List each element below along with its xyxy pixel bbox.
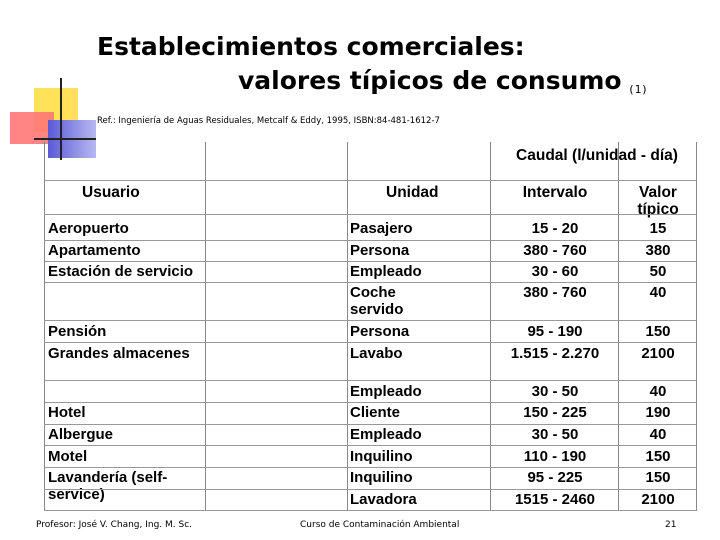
reference-text: Ref.: Ingeniería de Aguas Residuales, Me… (97, 116, 440, 126)
cell-valor: 50 (649, 263, 667, 280)
table-row-divider (44, 467, 696, 468)
slide-title-line2: valores típicos de consumo (238, 66, 622, 95)
cell-intervalo: 110 - 190 (523, 448, 587, 465)
cell-usuario: Pensión (48, 323, 107, 340)
cell-usuario: Grandes almacenes (48, 345, 190, 362)
cell-unidad: Cliente (350, 404, 401, 421)
table-border-left (44, 142, 45, 511)
cell-unidad: Empleado (350, 426, 422, 443)
cell-valor: 40 (649, 383, 667, 400)
table-row-divider (44, 380, 696, 381)
cell-intervalo: 30 - 50 (531, 426, 579, 443)
cell-valor: 15 (649, 220, 667, 237)
table-row-divider (44, 402, 696, 403)
header-caudal: Caudal (l/unidad - día) (516, 147, 678, 164)
table-column-divider (347, 142, 348, 511)
table-row-divider (44, 342, 696, 343)
table-row-divider (44, 510, 696, 511)
cell-usuario: Apartamento (48, 242, 141, 259)
cell-intervalo: 150 - 225 (523, 404, 587, 421)
slide-title-line1: Establecimientos comerciales: (97, 32, 525, 61)
cell-intervalo: 30 - 50 (531, 383, 579, 400)
cell-usuario: Aeropuerto (48, 220, 129, 237)
cell-unidad: Lavabo (350, 345, 403, 362)
cell-valor: 40 (649, 426, 667, 443)
consumption-table: Usuario Unidad Caudal (l/unidad - día) I… (44, 142, 698, 511)
cell-unidad: Persona (350, 323, 410, 340)
cell-unidad: Pasajero (350, 220, 413, 237)
cell-unidad: Inquilino (350, 448, 413, 465)
table-column-divider (205, 142, 206, 511)
cell-valor: 2100 (641, 491, 675, 508)
logo-horizontal-line (34, 138, 96, 140)
cell-intervalo: 380 - 760 (523, 242, 587, 259)
table-row-divider (44, 180, 696, 181)
cell-usuario: Hotel (48, 404, 86, 421)
cell-unidad: Inquilino (350, 469, 413, 486)
cell-unidad: Empleado (350, 383, 422, 400)
table-row-divider (44, 240, 696, 241)
table-row-divider (44, 424, 696, 425)
table-row-divider (44, 261, 696, 262)
footer-page-number: 21 (665, 520, 677, 530)
cell-valor: 150 (645, 448, 671, 465)
cell-intervalo: 1.515 - 2.270 (510, 345, 600, 362)
cell-unidad: Empleado (350, 263, 422, 280)
footer-course: Curso de Contaminación Ambiental (300, 520, 460, 530)
header-intervalo: Intervalo (522, 184, 588, 201)
table-column-divider (618, 142, 619, 511)
table-row-divider (44, 489, 696, 490)
cell-unidad: Persona (350, 242, 410, 259)
cell-unidad: Coche servido (350, 284, 404, 318)
title-footnote-marker: (1) (628, 83, 648, 96)
header-usuario: Usuario (82, 184, 140, 201)
cell-intervalo: 1515 - 2460 (514, 491, 596, 508)
table-border-right (696, 142, 697, 511)
cell-valor: 2100 (641, 345, 675, 362)
cell-valor: 190 (645, 404, 671, 421)
cell-intervalo: 15 - 20 (531, 220, 579, 237)
cell-intervalo: 95 - 190 (527, 323, 583, 340)
cell-intervalo: 30 - 60 (531, 263, 579, 280)
cell-usuario: Motel (48, 448, 88, 465)
header-valor-tipico: Valor típico (637, 184, 679, 218)
table-row-divider (44, 214, 696, 215)
cell-intervalo: 380 - 760 (523, 284, 587, 301)
table-row-divider (44, 282, 696, 283)
table-row-divider (44, 320, 696, 321)
cell-usuario: Estación de servicio (48, 263, 194, 280)
cell-usuario: Lavandería (self-service) (48, 469, 168, 503)
cell-valor: 150 (645, 323, 671, 340)
header-unidad: Unidad (386, 184, 439, 201)
footer-professor: Profesor: José V. Chang, Ing. M. Sc. (36, 520, 193, 530)
cell-usuario: Albergue (48, 426, 114, 443)
table-row-divider (44, 445, 696, 446)
table-column-divider (490, 142, 491, 511)
logo-vertical-line (60, 78, 62, 160)
cell-valor: 40 (649, 284, 667, 301)
cell-intervalo: 95 - 225 (527, 469, 583, 486)
cell-unidad: Lavadora (350, 491, 417, 508)
cell-valor: 150 (645, 469, 671, 486)
cell-valor: 380 (645, 242, 671, 259)
